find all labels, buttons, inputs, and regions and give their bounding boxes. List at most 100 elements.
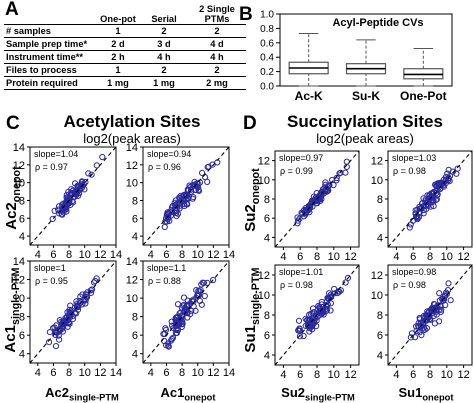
scatter-point — [427, 194, 434, 201]
table-row: Protein required 1 mg 1 mg 2 mg — [4, 76, 246, 90]
rho-label: ρ = 0.98 — [393, 280, 426, 290]
scatter-point — [59, 319, 67, 326]
scatter-point — [188, 297, 195, 304]
scatter-point — [332, 290, 339, 297]
scatter-point — [65, 199, 72, 206]
scatter-point — [423, 325, 430, 332]
slope-label: slope=1.01 — [279, 267, 323, 277]
x-tick-label: 4 — [35, 367, 41, 379]
table-cell: 1 mg — [96, 76, 140, 90]
scatter-point — [440, 296, 448, 303]
y-tick-label: 8 — [264, 194, 270, 206]
x-tick-label: 8 — [179, 249, 185, 261]
x-tick-label: 4 — [280, 251, 286, 263]
scatter-point — [326, 182, 333, 189]
scatter-point — [169, 334, 177, 341]
scatter-point — [431, 189, 438, 196]
scatter-point — [442, 292, 449, 299]
y-tick-label: 1.0 — [260, 10, 274, 21]
scatter-point — [67, 314, 74, 321]
table-header-cell — [4, 4, 96, 25]
scatter-point — [163, 326, 170, 333]
boxplot-title: Acyl-Peptide CVs — [332, 17, 423, 29]
slope-label: slope=0.98 — [392, 267, 436, 277]
scatter-point — [318, 189, 326, 197]
slope-label: slope=1.04 — [34, 149, 78, 159]
scatter-point — [318, 298, 325, 306]
scatter-point — [168, 318, 175, 325]
x-tick-label: 14 — [110, 249, 122, 261]
y-tick-label: 4 — [132, 231, 138, 243]
scatter-point — [327, 307, 334, 314]
x-tick-label: 4 — [148, 367, 154, 379]
scatter-point — [306, 311, 313, 318]
scatter-point — [427, 203, 434, 210]
scatter-point — [80, 181, 88, 188]
scatter-point — [440, 297, 447, 304]
identity-line — [142, 260, 230, 364]
identity-line — [29, 146, 117, 246]
table-cell: 1 mg — [140, 76, 188, 90]
scatter-point — [88, 286, 96, 293]
scatter-point — [420, 203, 427, 210]
scatter-point — [445, 166, 452, 173]
scatter-point — [440, 176, 448, 183]
table-header-cell: 2 Single PTMs — [188, 4, 246, 25]
scatter-point — [324, 183, 331, 191]
x-tick-label: 12 — [344, 369, 356, 381]
scatter-point — [51, 207, 58, 214]
scatter-point — [426, 313, 433, 320]
scatter-point — [426, 192, 433, 199]
comparison-table: One-pot Serial 2 Single PTMs # samples 1 2… — [4, 4, 246, 90]
scatter-point — [70, 187, 77, 194]
y-tick-label: 12 — [13, 275, 25, 287]
x-tick-label: 8 — [427, 251, 433, 263]
scatter-point — [333, 174, 340, 182]
d-xlabel-left: Su2single-PTM — [281, 385, 355, 403]
scatter-point — [99, 153, 106, 161]
scatter-point — [73, 303, 81, 311]
scatter-point — [445, 280, 452, 287]
y-tick-label: 12 — [371, 270, 383, 282]
scatter-point — [336, 170, 343, 177]
scatter-point — [454, 165, 461, 172]
y-tick-label: 12 — [258, 270, 270, 282]
x-tick-label: 6 — [50, 367, 56, 379]
scatter-point — [169, 202, 176, 210]
y-tick-label: 6 — [377, 213, 383, 225]
scatter-point — [342, 169, 349, 176]
scatter-point — [180, 294, 188, 301]
scatter-point — [422, 316, 429, 323]
scatter-point — [175, 313, 182, 320]
y-tick-label: 10 — [126, 293, 138, 305]
scatter-point — [324, 188, 331, 195]
scatter-point — [184, 297, 191, 304]
scatter-point — [82, 300, 89, 307]
scatter-point — [433, 196, 440, 203]
scatter-point — [166, 217, 173, 224]
identity-line — [274, 150, 360, 248]
rho-label: ρ = 0.98 — [393, 166, 426, 176]
x-tick-label: 12 — [94, 367, 106, 379]
x-tick-label: 10 — [328, 251, 340, 263]
table-cell: 2 — [188, 63, 246, 77]
scatter-point — [342, 279, 349, 286]
table-cell: 2 h — [96, 50, 140, 64]
y-tick-label: 8 — [132, 312, 138, 324]
table-header-cell: One-pot — [96, 4, 140, 25]
y-tick-label: 10 — [13, 178, 25, 190]
x-tick-label: 8 — [314, 251, 320, 263]
scatter-point — [56, 336, 63, 343]
y-tick-label: 10 — [126, 178, 138, 190]
y-tick-label: 14 — [126, 256, 138, 268]
x-tick-label: 12 — [207, 367, 219, 379]
scatter-point — [343, 163, 350, 170]
rho-label: ρ = 0.98 — [280, 280, 313, 290]
scatter-point — [204, 279, 211, 286]
y-tick-label: 0.8 — [260, 24, 274, 35]
category-label: Su-K — [352, 89, 380, 103]
x-tick-label: 8 — [66, 249, 72, 261]
scatter-point — [407, 334, 414, 341]
